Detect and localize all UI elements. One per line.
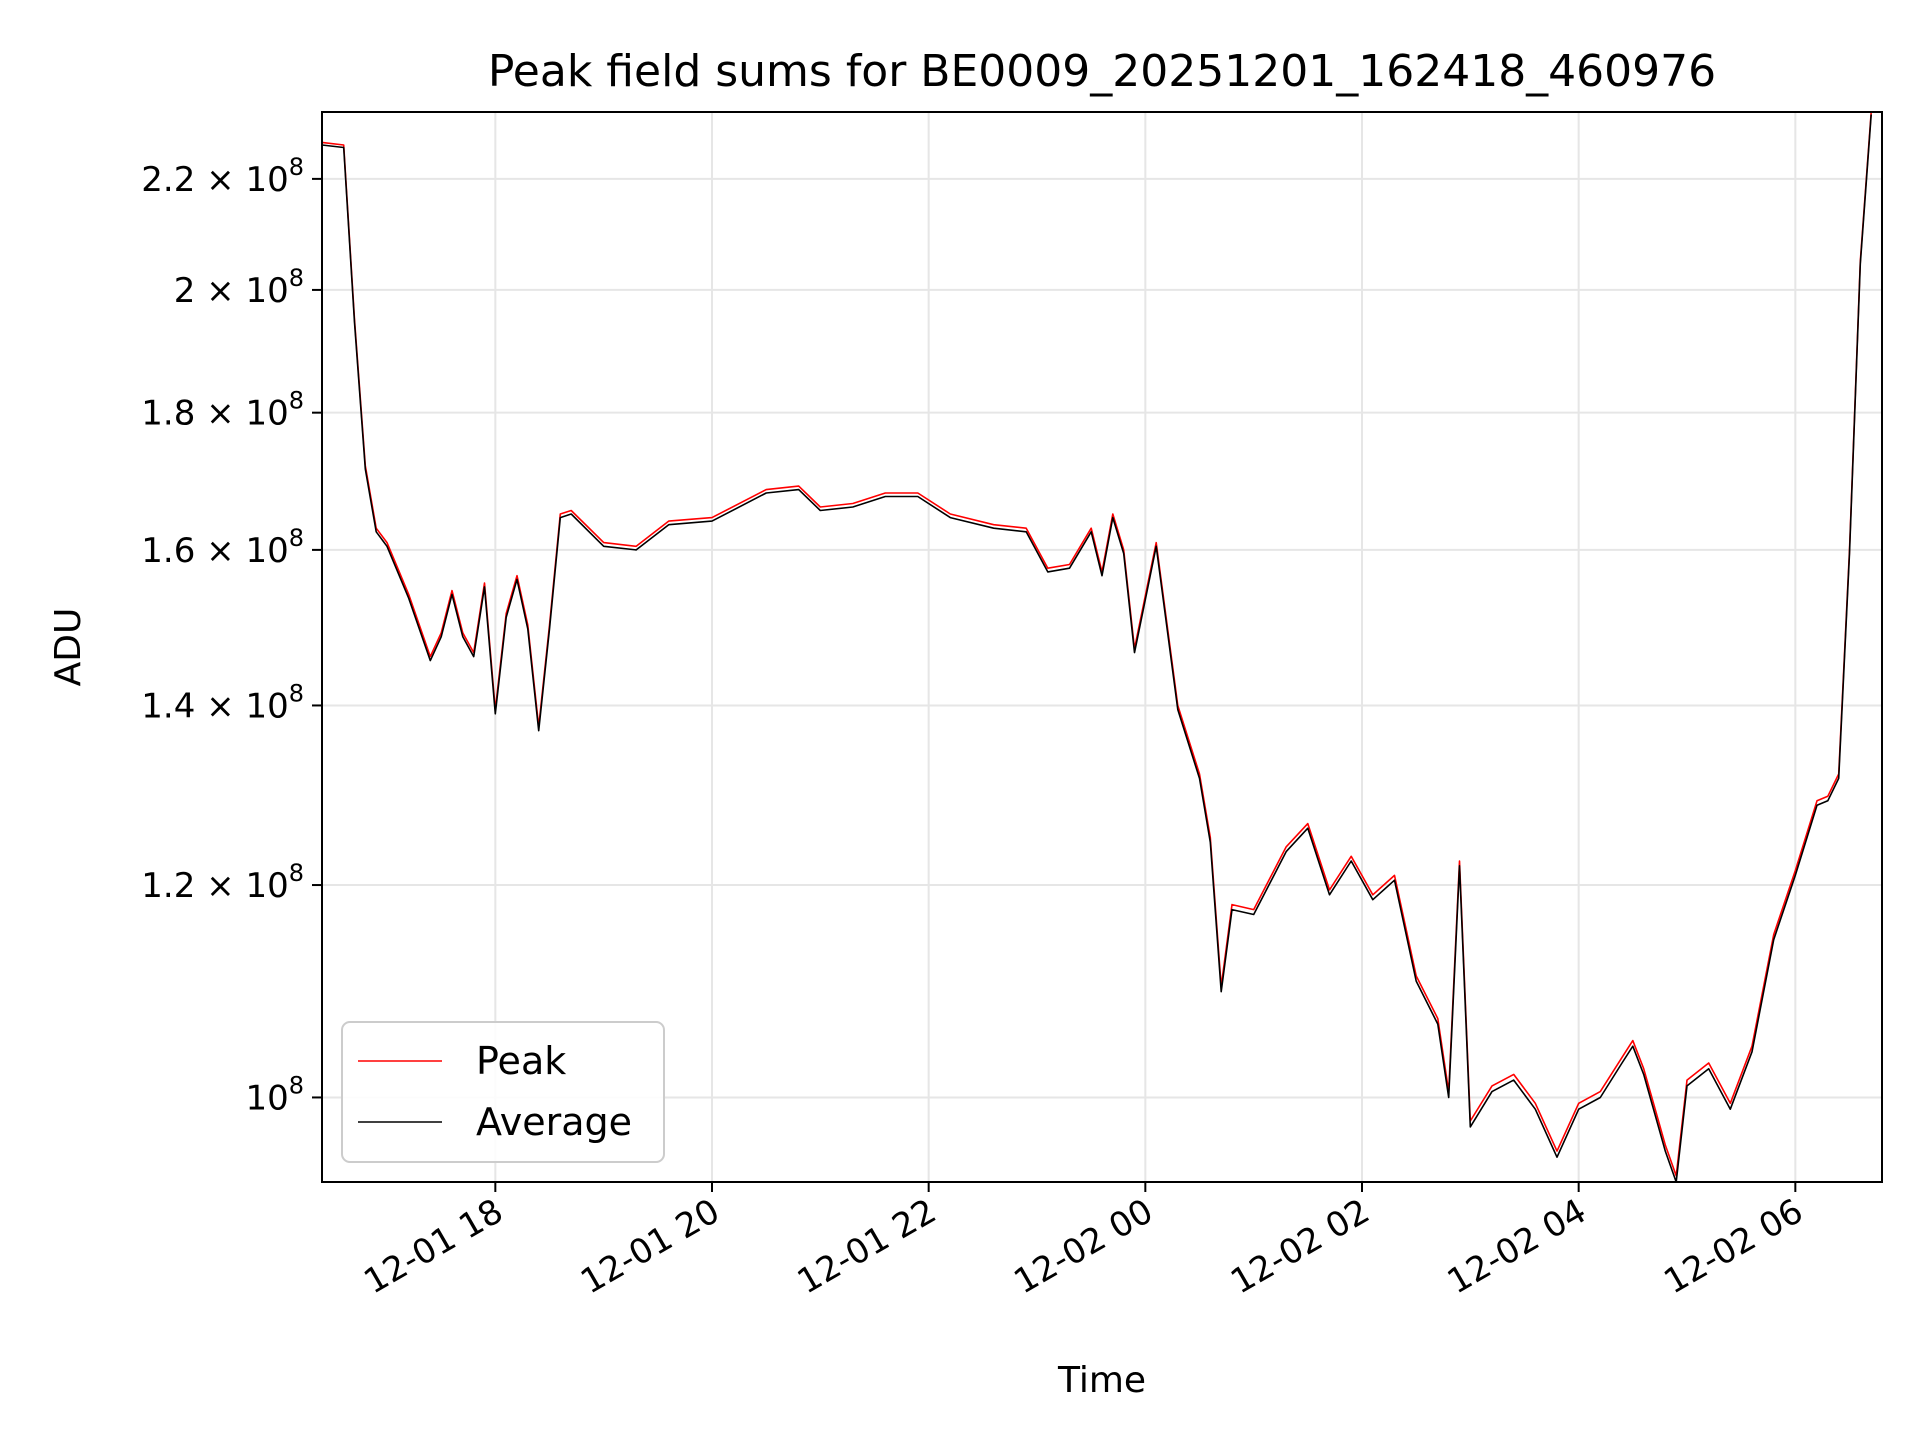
series-layer xyxy=(321,111,1872,1183)
y-tick-label: 1.6 × 108 xyxy=(141,524,304,571)
legend-box xyxy=(341,1021,665,1163)
legend: Peak Average xyxy=(341,1021,665,1163)
y-tick-label-exponent: 8 xyxy=(289,679,304,707)
y-tick-label-base: 10 xyxy=(245,1078,288,1118)
y-tick-label: 1.8 × 108 xyxy=(141,387,304,434)
y-tick-label: 108 xyxy=(245,1071,304,1118)
plot-frame xyxy=(321,111,1883,1183)
y-tick-label-exponent: 8 xyxy=(289,264,304,292)
y-tick-label-base: 1.4 × 10 xyxy=(141,686,288,726)
y-tick-label-base: 1.2 × 10 xyxy=(141,866,288,906)
y-tick-label-exponent: 8 xyxy=(289,859,304,887)
y-tick-label: 1.2 × 108 xyxy=(141,859,304,906)
y-tick-label-exponent: 8 xyxy=(289,153,304,181)
y-tick-label-exponent: 8 xyxy=(289,387,304,415)
x-axis-label: Time xyxy=(1057,1360,1146,1401)
legend-label-peak: Peak xyxy=(476,1039,566,1083)
chart-title: Peak field sums for BE0009_20251201_1624… xyxy=(488,46,1716,97)
legend-label-average: Average xyxy=(476,1100,632,1144)
y-tick-label-base: 2.2 × 10 xyxy=(141,160,288,200)
y-tick-label-exponent: 8 xyxy=(289,524,304,552)
y-tick-label-base: 1.8 × 10 xyxy=(141,394,288,434)
y-tick-label: 2.2 × 108 xyxy=(141,153,304,200)
series-line-average xyxy=(321,114,1872,1183)
y-tick-label: 2 × 108 xyxy=(174,264,304,311)
y-tick-label-base: 1.6 × 10 xyxy=(141,531,288,571)
y-tick-label-exponent: 8 xyxy=(289,1071,304,1099)
y-tick-label: 1.4 × 108 xyxy=(141,679,304,726)
y-tick-label-base: 2 × 10 xyxy=(174,271,289,311)
y-axis-label: ADU xyxy=(48,608,89,687)
